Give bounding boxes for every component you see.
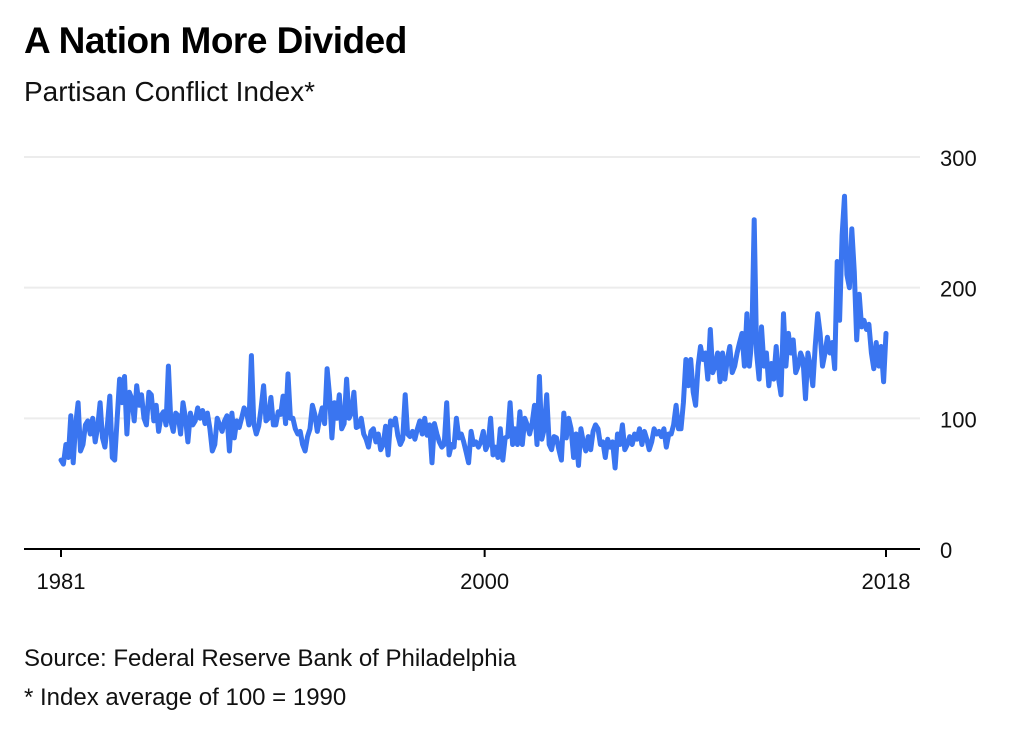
chart-subtitle: Partisan Conflict Index*: [24, 76, 316, 107]
series-group: [58, 193, 889, 471]
y-tick-label: 200: [940, 277, 977, 302]
source-note: Source: Federal Reserve Bank of Philadel…: [24, 645, 517, 672]
y-tick-label: 100: [940, 407, 977, 432]
x-tick-label: 1981: [37, 569, 86, 594]
chart-title: A Nation More Divided: [24, 20, 407, 61]
y-axis-ticks: 0 100 200 300: [940, 146, 977, 563]
series-line-partisan-conflict-index: [58, 193, 889, 471]
x-tick-label: 2018: [862, 569, 911, 594]
x-axis: 1981 2000 2018: [24, 548, 920, 594]
gridlines: [24, 156, 920, 420]
y-tick-label: 300: [940, 146, 977, 171]
x-tick-label: 2000: [460, 569, 509, 594]
index-footnote: * Index average of 100 = 1990: [24, 684, 347, 711]
y-tick-label: 0: [940, 538, 952, 563]
line-chart: 0 100 200 300 1981 2000 2018: [24, 146, 977, 594]
